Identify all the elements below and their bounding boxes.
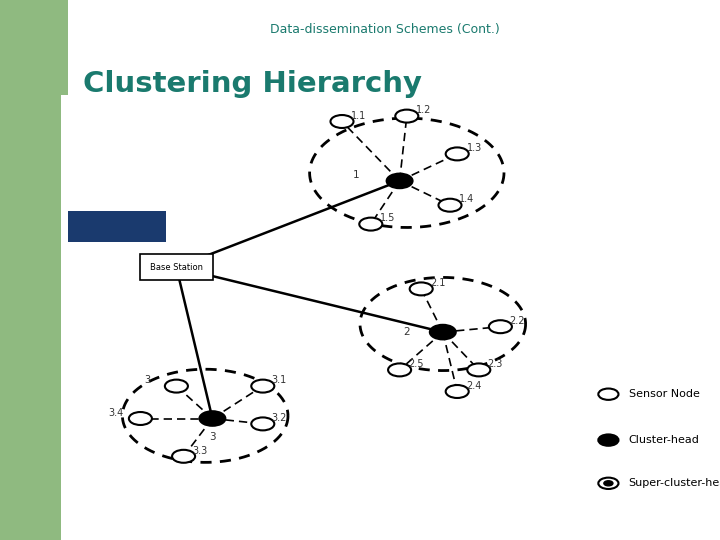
Text: 1: 1 (353, 170, 359, 180)
Ellipse shape (598, 434, 618, 446)
Ellipse shape (165, 380, 188, 393)
Text: Data-dissemination Schemes (Cont.): Data-dissemination Schemes (Cont.) (270, 23, 500, 36)
Text: 1.4: 1.4 (459, 194, 474, 205)
Text: 2.2: 2.2 (509, 316, 525, 326)
FancyBboxPatch shape (0, 0, 220, 94)
Ellipse shape (467, 363, 490, 376)
Ellipse shape (430, 325, 456, 340)
Text: 3.3: 3.3 (192, 446, 207, 456)
Text: Base Station: Base Station (150, 263, 203, 272)
Ellipse shape (387, 173, 413, 188)
Text: 2: 2 (403, 327, 410, 337)
Text: 1.2: 1.2 (416, 105, 431, 116)
Text: 3.4: 3.4 (108, 408, 123, 418)
Ellipse shape (446, 147, 469, 160)
Text: 1.1: 1.1 (351, 111, 366, 121)
Text: 2.1: 2.1 (430, 278, 445, 288)
FancyBboxPatch shape (68, 0, 720, 540)
Ellipse shape (489, 320, 512, 333)
Ellipse shape (388, 363, 411, 376)
Text: 3.1: 3.1 (271, 375, 287, 386)
Ellipse shape (438, 199, 462, 212)
Text: 3.2: 3.2 (271, 413, 287, 423)
FancyBboxPatch shape (68, 211, 166, 242)
FancyBboxPatch shape (220, 0, 720, 94)
Ellipse shape (598, 388, 618, 400)
Ellipse shape (172, 450, 195, 463)
Text: Clustering Hierarchy: Clustering Hierarchy (83, 70, 422, 98)
Ellipse shape (598, 478, 618, 489)
FancyBboxPatch shape (140, 254, 213, 280)
Text: 3: 3 (144, 375, 150, 386)
Ellipse shape (330, 115, 354, 128)
FancyBboxPatch shape (0, 0, 61, 540)
Text: 1.5: 1.5 (380, 213, 395, 224)
Text: Super-cluster-head: Super-cluster-head (629, 478, 720, 488)
Ellipse shape (446, 385, 469, 398)
Text: 3: 3 (209, 432, 215, 442)
Ellipse shape (251, 380, 274, 393)
Ellipse shape (410, 282, 433, 295)
Ellipse shape (129, 412, 152, 425)
Text: Sensor Node: Sensor Node (629, 389, 699, 399)
FancyBboxPatch shape (68, 5, 713, 529)
Text: 1.3: 1.3 (467, 143, 482, 153)
Text: 2.3: 2.3 (487, 359, 503, 369)
Ellipse shape (359, 218, 382, 231)
Text: Cluster-head: Cluster-head (629, 435, 699, 445)
Ellipse shape (199, 411, 225, 426)
Ellipse shape (395, 110, 418, 123)
Ellipse shape (604, 481, 613, 486)
Text: 2.5: 2.5 (408, 359, 424, 369)
Text: 2.4: 2.4 (466, 381, 481, 391)
Ellipse shape (251, 417, 274, 430)
